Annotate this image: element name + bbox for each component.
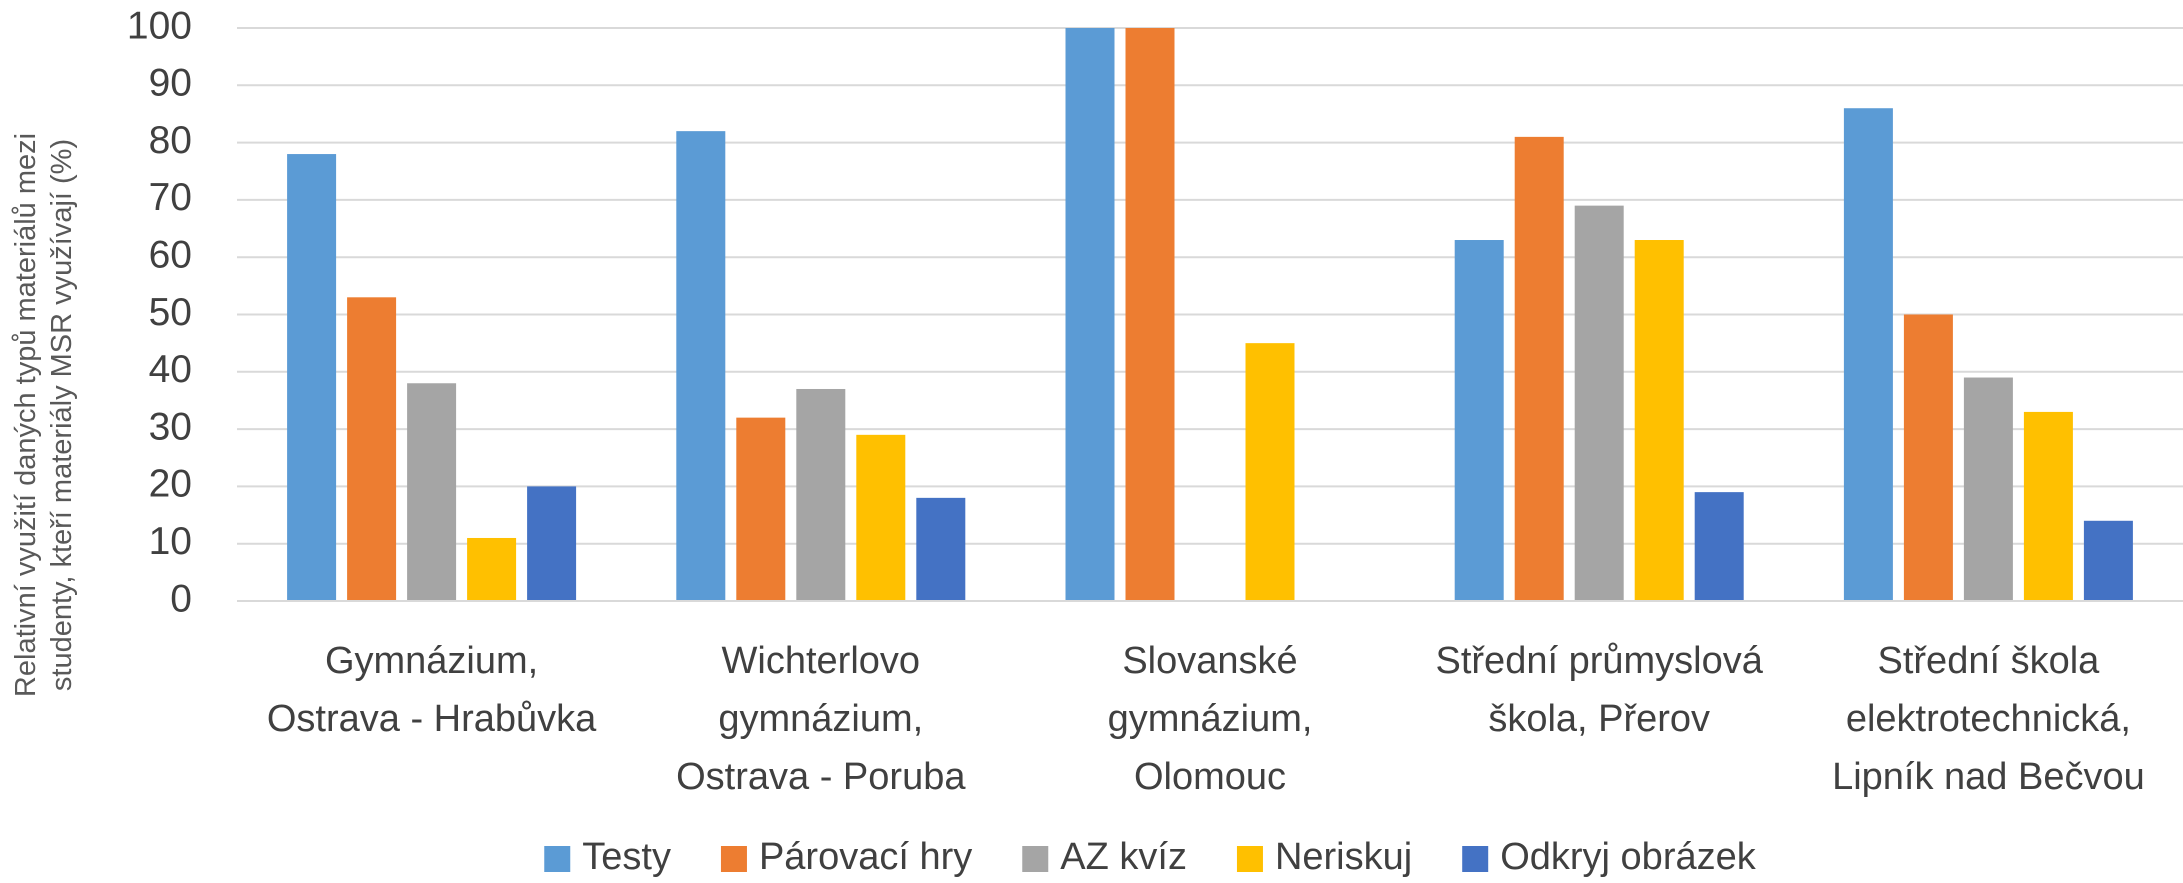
x-tick-label: Wichterlovo gymnázium, Ostrava - Poruba (676, 640, 966, 798)
bar (1963, 377, 2013, 601)
x-tick-label: Střední průmyslová škola, Přerov (1436, 640, 1764, 740)
bar (1125, 28, 1175, 601)
bar (1634, 240, 1684, 601)
y-tick-label: 0 (170, 577, 192, 620)
bar (1454, 240, 1504, 601)
bar (1903, 314, 1953, 601)
bar (1694, 492, 1744, 601)
legend-label: AZ kvíz (1060, 836, 1187, 878)
legend-swatch (1462, 846, 1489, 872)
y-tick-label: 100 (127, 4, 192, 47)
bar (736, 417, 786, 601)
y-tick-label: 70 (149, 176, 192, 219)
y-tick-label: 10 (149, 520, 192, 563)
legend-label: Neriskuj (1275, 836, 1412, 878)
y-tick-label: 80 (149, 119, 192, 162)
y-axis-label: Relativní využití daných typů materiálů … (10, 133, 78, 697)
y-tick-label: 20 (149, 463, 192, 506)
bar (676, 131, 726, 601)
bar (1574, 205, 1624, 601)
bar (347, 297, 397, 601)
bar (1245, 343, 1295, 601)
legend-swatch (1236, 846, 1263, 872)
bar (467, 537, 517, 601)
y-tick-label: 30 (149, 405, 192, 448)
y-tick-label: 40 (149, 348, 192, 391)
bar (407, 383, 457, 601)
x-tick-label: Slovanské gymnázium, Olomouc (1108, 640, 1313, 798)
bar (796, 388, 846, 601)
x-tick-label: Střední škola elektrotechnická, Lipník nad… (1832, 640, 2145, 798)
legend-swatch (1022, 846, 1049, 872)
bar (287, 154, 337, 601)
bar (1065, 28, 1115, 601)
legend-swatch (544, 846, 571, 872)
bar (2023, 411, 2073, 601)
bar (527, 486, 577, 601)
bar (856, 434, 906, 601)
bar (1843, 108, 1893, 601)
y-tick-label: 50 (149, 291, 192, 334)
bar (916, 497, 966, 601)
legend-label: Párovací hry (759, 836, 972, 878)
legend-label: Odkryj obrázek (1500, 836, 1757, 878)
bar (2083, 520, 2133, 601)
legend-swatch (720, 846, 747, 872)
y-tick-label: 60 (149, 233, 192, 276)
x-tick-label: Gymnázium, Ostrava - Hrabůvka (267, 640, 597, 740)
bar (1514, 136, 1564, 601)
legend-label: Testy (582, 836, 671, 878)
y-tick-label: 90 (149, 62, 192, 105)
